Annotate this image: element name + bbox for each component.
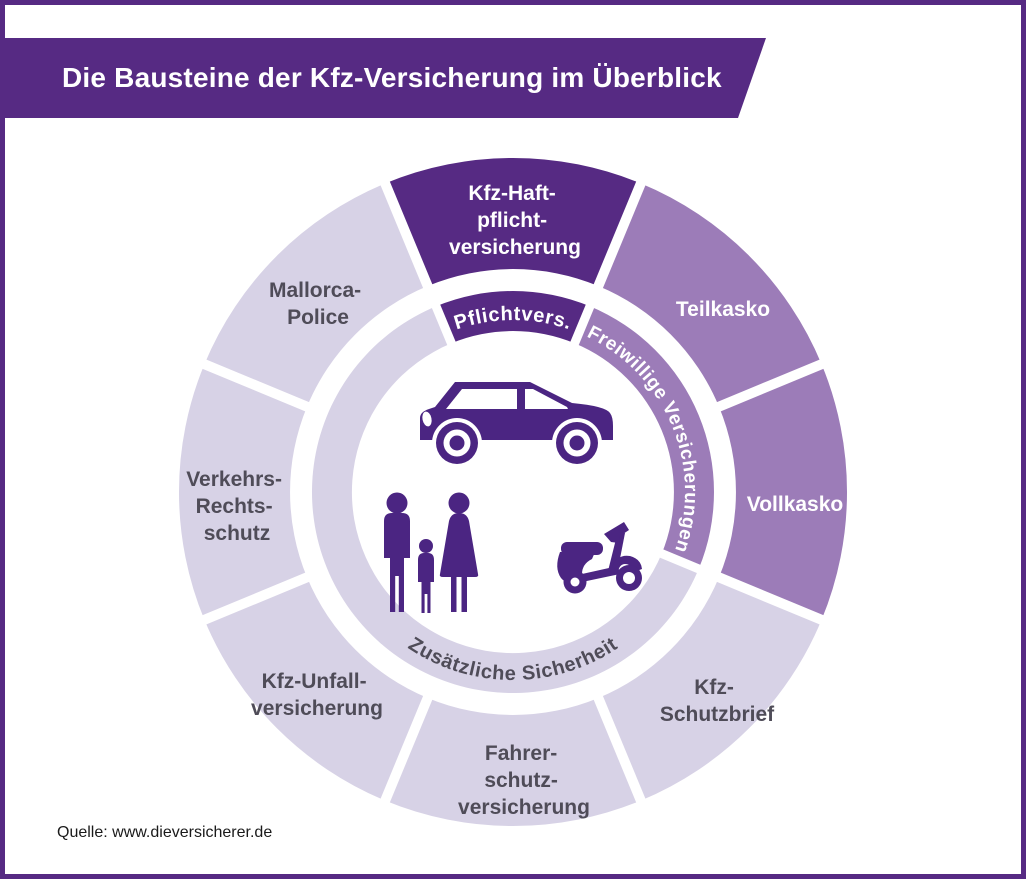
- ring-pflichtversicherung: [436, 291, 590, 344]
- page-title: Die Bausteine der Kfz-Versicherung im Üb…: [62, 62, 722, 93]
- segment-vollkasko: [719, 364, 848, 620]
- segment-kfz-haftpflichtversicherung: [385, 157, 641, 286]
- segment-kfz-schutzbrief: [598, 577, 822, 801]
- segment-kfz-unfallversicherung: [204, 577, 428, 801]
- outer-segment-ring: [178, 157, 848, 827]
- segment-verkehrs-rechtsschutz: [178, 364, 307, 620]
- scooter-icon: [557, 522, 642, 594]
- inner-category-ring: [311, 291, 714, 694]
- segment-dividers: [192, 171, 834, 813]
- segment-mallorca-police: [204, 183, 428, 407]
- label-vollkasko: Vollkasko: [747, 493, 844, 516]
- family-icon: [384, 492, 479, 613]
- label-kfz-unfallversicherung: Kfz-Unfall- versicherung: [251, 670, 383, 720]
- car-icon: [420, 382, 613, 468]
- label-kfz-schutzbrief: Kfz- Schutzbrief: [660, 676, 775, 726]
- title-banner: Die Bausteine der Kfz-Versicherung im Üb…: [0, 38, 766, 118]
- segment-fahrerschutzversicherung: [385, 698, 641, 827]
- source-text: Quelle: www.dieversicherer.de: [57, 824, 273, 841]
- label-fahrerschutzversicherung: Fahrer- schutz- versicherung: [458, 742, 590, 819]
- label-verkehrs-rechtsschutz: Verkehrs- Rechts- schutz: [186, 468, 288, 545]
- label-teilkasko: Teilkasko: [676, 298, 770, 321]
- category-dividers: [428, 296, 709, 577]
- segment-teilkasko: [598, 183, 822, 407]
- label-mallorca-police: Mallorca- Police: [269, 279, 367, 329]
- ring-freiwillige-versicherungen: [574, 306, 714, 569]
- label-kfz-haftpflichtversicherung: Kfz-Haft- pflicht- versicherung: [449, 182, 581, 259]
